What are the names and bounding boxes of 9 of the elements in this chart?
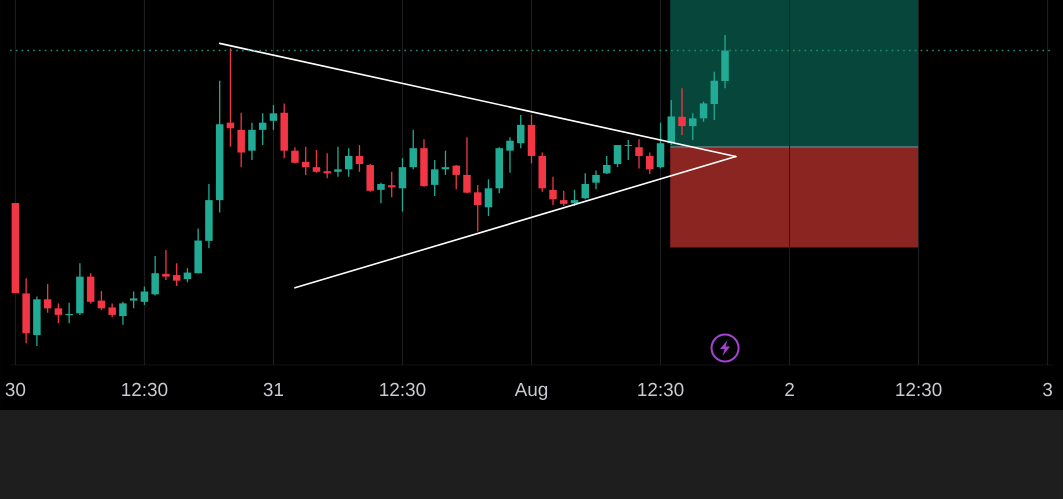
x-tick-label: 12:30 <box>638 382 684 397</box>
x-tick-label: 12:30 <box>896 382 942 397</box>
x-tick-label: Aug <box>514 382 548 400</box>
x-tick-label: 3 <box>1043 382 1053 397</box>
x-tick-label: 30 <box>5 382 26 397</box>
x-tick-label: 31 <box>263 382 284 397</box>
x-tick-label: 2 <box>785 382 794 396</box>
x-tick-label: 12:30 <box>380 382 426 397</box>
x-tick-label: 12:30 <box>122 382 168 397</box>
